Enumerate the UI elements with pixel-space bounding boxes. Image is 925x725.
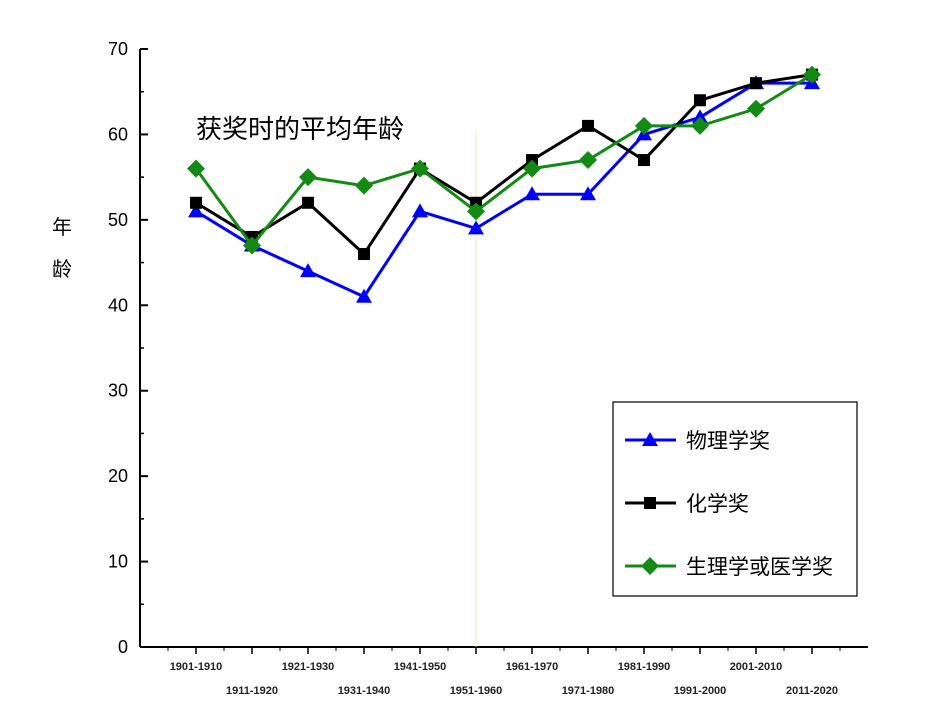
- data-point: [355, 176, 373, 195]
- x-tick-label: 1921-1930: [282, 661, 335, 673]
- data-point: [300, 263, 316, 278]
- data-point: [579, 151, 597, 170]
- y-tick-label: 20: [108, 466, 128, 486]
- y-axis-label: 年 龄: [52, 215, 72, 281]
- data-point: [635, 116, 653, 135]
- data-point: [582, 119, 594, 132]
- x-tick-label: 1901-1910: [170, 661, 223, 673]
- data-point: [692, 109, 708, 124]
- y-axis-label-char-1: 年: [52, 215, 72, 239]
- x-tick-label: 1961-1970: [506, 661, 559, 673]
- y-tick-label: 50: [108, 210, 128, 230]
- series-3: [187, 65, 821, 255]
- x-tick-label: 1991-2000: [674, 685, 727, 697]
- data-point: [358, 248, 370, 261]
- x-tick-label: 2001-2010: [730, 661, 783, 673]
- data-point: [467, 202, 485, 221]
- data-point: [299, 168, 317, 187]
- data-point: [190, 196, 202, 209]
- legend-marker: [641, 557, 659, 575]
- data-point: [188, 203, 204, 218]
- y-tick-label: 0: [118, 637, 128, 657]
- data-point: [411, 159, 429, 178]
- data-point: [694, 94, 706, 107]
- x-tick-label: 1911-1920: [226, 685, 278, 697]
- x-tick-label: 2011-2020: [786, 685, 838, 697]
- y-axis-label-char-2: 龄: [52, 257, 72, 281]
- chart-title: 获奖时的平均年龄: [196, 115, 404, 145]
- data-point: [638, 154, 650, 167]
- data-point: [523, 159, 541, 178]
- data-point: [580, 186, 596, 201]
- data-point: [524, 186, 540, 201]
- data-point: [187, 159, 205, 178]
- x-tick-label: 1981-1990: [618, 661, 671, 673]
- legend-label: 化学奖: [686, 492, 749, 516]
- data-point: [302, 196, 314, 209]
- y-tick-label: 40: [108, 295, 128, 315]
- series-line: [195, 81, 812, 299]
- data-point: [747, 99, 765, 118]
- data-point: [412, 203, 428, 218]
- data-point: [468, 220, 484, 235]
- x-tick-label: 1941-1950: [394, 661, 447, 673]
- series-2: [190, 68, 818, 261]
- legend-marker: [642, 432, 658, 446]
- legend-label: 物理学奖: [686, 429, 770, 453]
- x-tick-label: 1951-1960: [450, 685, 503, 697]
- legend-item: 化学奖: [625, 492, 749, 516]
- y-tick-label: 70: [108, 39, 128, 59]
- y-tick-label: 60: [108, 124, 128, 144]
- data-point: [356, 288, 372, 303]
- data-point: [243, 236, 261, 255]
- y-tick-label: 10: [108, 552, 128, 572]
- data-point: [750, 77, 762, 90]
- legend-item: 物理学奖: [625, 429, 770, 453]
- y-tick-label: 30: [108, 381, 128, 401]
- series-line: [195, 73, 813, 257]
- legend-marker: [644, 497, 656, 509]
- series-group: [187, 65, 821, 303]
- data-point: [691, 116, 709, 135]
- series-line: [194, 73, 813, 248]
- legend-label: 生理学或医学奖: [686, 555, 833, 579]
- legend-item: 生理学或医学奖: [625, 555, 833, 579]
- x-tick-label: 1971-1980: [562, 685, 615, 697]
- x-tick-label: 1931-1940: [338, 685, 391, 697]
- data-point: [803, 65, 821, 84]
